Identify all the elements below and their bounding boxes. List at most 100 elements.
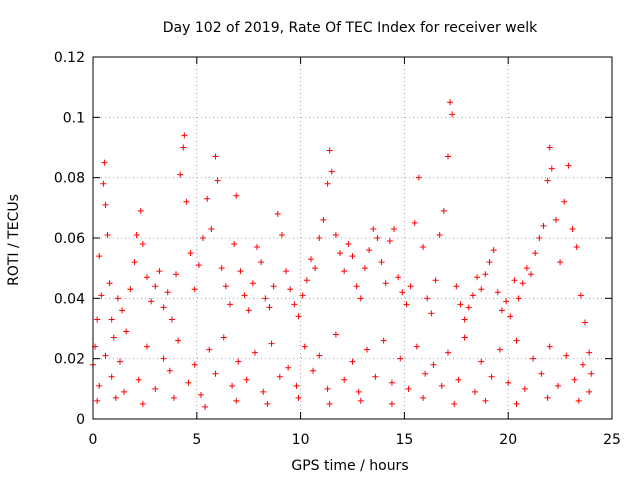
data-point (262, 295, 269, 302)
data-point (420, 394, 427, 401)
data-point (364, 346, 371, 353)
data-point (345, 241, 352, 248)
data-point (474, 274, 481, 281)
data-point (104, 231, 111, 238)
data-point (430, 361, 437, 368)
data-point (440, 207, 447, 214)
data-point (465, 304, 472, 311)
data-point (260, 388, 267, 395)
data-point (544, 394, 551, 401)
data-points (90, 99, 595, 410)
data-point (432, 277, 439, 284)
x-axis: 0 5 10 15 20 25 (89, 57, 621, 448)
data-point (428, 310, 435, 317)
data-point (353, 283, 360, 290)
x-tick-label: 25 (603, 432, 621, 448)
data-point (478, 358, 485, 365)
data-point (538, 370, 545, 377)
data-point (503, 298, 510, 305)
x-tick-label: 5 (192, 432, 201, 448)
data-point (278, 231, 285, 238)
data-point (266, 304, 273, 311)
data-point (372, 373, 379, 380)
data-point (455, 376, 462, 383)
data-point (299, 292, 306, 299)
data-point (332, 231, 339, 238)
data-point (577, 292, 584, 299)
data-point (197, 391, 204, 398)
data-point (258, 259, 265, 266)
data-point (307, 256, 314, 263)
data-point (187, 250, 194, 257)
data-point (447, 99, 454, 106)
data-point (168, 316, 175, 323)
data-point (191, 286, 198, 293)
data-point (106, 280, 113, 287)
data-point (114, 295, 121, 302)
data-point (328, 168, 335, 175)
data-point (270, 283, 277, 290)
data-point (571, 376, 578, 383)
data-point (148, 298, 155, 305)
data-point (523, 265, 530, 272)
data-point (268, 340, 275, 347)
data-point (131, 259, 138, 266)
data-point (411, 219, 418, 226)
y-tick-label: 0.02 (54, 352, 85, 368)
data-point (436, 231, 443, 238)
data-point (101, 159, 108, 166)
data-point (110, 334, 117, 341)
data-point (457, 301, 464, 308)
data-point (249, 280, 256, 287)
plot-frame (92, 56, 613, 420)
data-point (139, 241, 146, 248)
data-point (303, 277, 310, 284)
data-point (320, 216, 327, 223)
data-point (166, 367, 173, 374)
data-point (206, 346, 213, 353)
data-point (498, 307, 505, 314)
data-point (511, 277, 518, 284)
data-point (341, 376, 348, 383)
data-point (505, 379, 512, 386)
data-point (482, 271, 489, 278)
data-point (586, 388, 593, 395)
data-point (413, 343, 420, 350)
x-axis-label: GPS time / hours (291, 458, 408, 474)
data-point (555, 382, 562, 389)
data-point (160, 304, 167, 311)
data-point (310, 367, 317, 374)
data-point (235, 358, 242, 365)
data-point (220, 334, 227, 341)
data-point (357, 295, 364, 302)
data-point (254, 244, 261, 251)
data-point (293, 382, 300, 389)
data-point (361, 265, 368, 272)
data-point (200, 235, 207, 241)
data-point (180, 144, 187, 151)
data-point (133, 231, 140, 238)
data-point (588, 370, 595, 377)
data-point (544, 177, 551, 184)
data-point (183, 198, 190, 205)
data-point (241, 292, 248, 299)
data-point (177, 171, 184, 178)
data-point (324, 180, 331, 187)
data-point (127, 286, 134, 293)
data-point (202, 403, 209, 410)
data-point (152, 283, 159, 290)
data-point (399, 289, 406, 296)
data-point (488, 373, 495, 380)
data-point (341, 268, 348, 275)
data-point (123, 328, 130, 335)
data-point (195, 262, 202, 269)
data-point (181, 132, 188, 139)
data-point (397, 355, 404, 362)
data-point (573, 244, 580, 251)
data-point (478, 286, 485, 293)
data-point (139, 400, 146, 407)
data-point (312, 265, 319, 272)
data-point (112, 394, 119, 401)
data-point (295, 313, 302, 320)
data-point (135, 376, 142, 383)
